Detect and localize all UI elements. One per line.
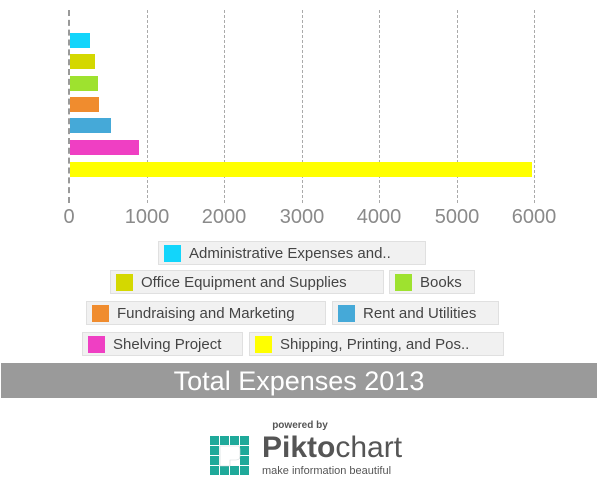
legend-swatch	[116, 273, 133, 291]
legend-label: Administrative Expenses and..	[189, 244, 391, 262]
brand-tagline: make information beautiful	[262, 465, 392, 477]
gridline-5000	[457, 10, 458, 203]
gridline-4000	[379, 10, 380, 203]
x-tick: 0	[63, 206, 75, 228]
y-axis	[68, 10, 70, 203]
legend-swatch	[338, 304, 355, 322]
legend-label: Books	[420, 273, 462, 291]
gridline-3000	[302, 10, 303, 203]
brand-bold: Pikto	[262, 431, 336, 464]
bar-books[interactable]	[70, 76, 98, 91]
legend-swatch	[88, 335, 105, 353]
gridline-1000	[147, 10, 148, 203]
bar-shelving[interactable]	[70, 140, 139, 155]
legend-label: Fundraising and Marketing	[117, 304, 295, 322]
legend-swatch	[395, 273, 412, 291]
legend-item-administrative[interactable]: Administrative Expenses and..	[158, 241, 426, 265]
gridline-2000	[224, 10, 225, 203]
legend-item-rent[interactable]: Rent and Utilities	[332, 301, 499, 325]
x-tick: 2000	[201, 206, 247, 228]
legend-label: Rent and Utilities	[363, 304, 477, 322]
bar-administrative[interactable]	[70, 33, 90, 48]
piktochart-brand[interactable]: Piktochart	[262, 432, 402, 464]
chart-title-banner: Total Expenses 2013	[1, 363, 597, 398]
x-tick: 5000	[434, 206, 480, 228]
legend-label: Office Equipment and Supplies	[141, 273, 347, 291]
legend-item-fundraising[interactable]: Fundraising and Marketing	[86, 301, 326, 325]
x-tick: 4000	[356, 206, 402, 228]
legend-swatch	[255, 335, 272, 353]
brand-rest: chart	[335, 431, 403, 464]
legend-item-shipping[interactable]: Shipping, Printing, and Pos..	[249, 332, 504, 356]
gridline-6000	[534, 10, 535, 203]
legend-item-office-equipment[interactable]: Office Equipment and Supplies	[110, 270, 384, 294]
legend-swatch	[92, 304, 109, 322]
bar-shipping[interactable]	[70, 162, 532, 177]
powered-by-label: powered by	[272, 420, 328, 431]
legend-item-books[interactable]: Books	[389, 270, 475, 294]
bar-fundraising[interactable]	[70, 97, 99, 112]
bar-chart: 0 1000 2000 3000 4000 5000 6000	[0, 0, 600, 240]
legend-label: Shelving Project	[113, 335, 222, 353]
x-tick: 1000	[124, 206, 170, 228]
bar-rent[interactable]	[70, 118, 111, 133]
x-tick: 6000	[511, 206, 557, 228]
legend-item-shelving[interactable]: Shelving Project	[82, 332, 243, 356]
x-tick: 3000	[279, 206, 325, 228]
legend-swatch	[164, 244, 181, 262]
bar-office-equipment[interactable]	[70, 54, 95, 69]
legend-label: Shipping, Printing, and Pos..	[280, 335, 470, 353]
piktochart-logo-icon	[210, 436, 249, 475]
